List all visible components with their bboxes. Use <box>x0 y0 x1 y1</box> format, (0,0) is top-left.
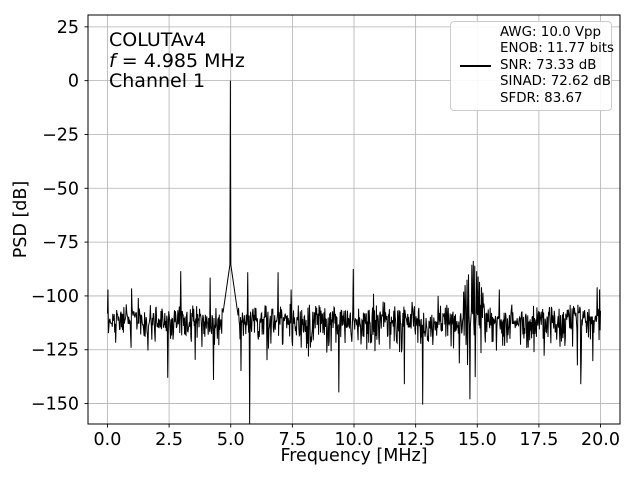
legend-entry-enob: ENOB: 11.77 bits <box>500 41 615 57</box>
annotation-frequency: f = 4.985 MHz <box>109 49 245 72</box>
y-tick-label: −100 <box>31 287 79 307</box>
y-tick-label: −150 <box>31 395 79 415</box>
x-tick-label: 5.0 <box>217 430 245 450</box>
legend-text-block: AWG: 10.0 Vpp ENOB: 11.77 bits SNR: 73.3… <box>500 25 614 108</box>
y-tick-label: −125 <box>31 341 79 361</box>
x-tick-label: 2.5 <box>155 430 183 450</box>
legend: AWG: 10.0 Vpp ENOB: 11.77 bits SNR: 73.3… <box>450 21 614 111</box>
annotation-device: COLUTAv4 <box>109 29 207 51</box>
psd-line <box>106 80 602 424</box>
y-tick-label: 0 <box>68 72 79 92</box>
annotation-channel: Channel 1 <box>109 70 206 92</box>
x-tick-label: 17.5 <box>519 430 558 450</box>
annotation-frequency-value: = 4.985 MHz <box>115 49 245 72</box>
x-tick-label: 0.0 <box>94 430 122 450</box>
legend-entry-awg: AWG: 10.0 Vpp <box>500 24 602 40</box>
y-tick-label: −50 <box>42 179 79 199</box>
plot-annotation: COLUTAv4 f = 4.985 MHz Channel 1 <box>109 30 245 92</box>
y-tick-label: −75 <box>42 233 79 253</box>
legend-line-sample <box>460 65 491 67</box>
x-tick-label: 7.5 <box>278 430 306 450</box>
y-tick-label: −25 <box>42 125 79 145</box>
x-tick-label: 20.0 <box>581 430 620 450</box>
x-tick-label: 15.0 <box>458 430 497 450</box>
y-tick-label: 25 <box>57 18 79 38</box>
legend-entry-sinad: SINAD: 72.62 dB <box>500 74 611 90</box>
legend-entry-snr: SNR: 73.33 dB <box>500 57 597 73</box>
x-axis-label: Frequency [MHz] <box>280 446 427 466</box>
annotation-f-symbol: f <box>109 49 116 72</box>
x-tick-label: 12.5 <box>396 430 435 450</box>
legend-entry-sfdr: SFDR: 83.67 <box>500 90 583 106</box>
y-axis-label: PSD [dB] <box>11 181 31 258</box>
x-tick-label: 10.0 <box>335 430 374 450</box>
